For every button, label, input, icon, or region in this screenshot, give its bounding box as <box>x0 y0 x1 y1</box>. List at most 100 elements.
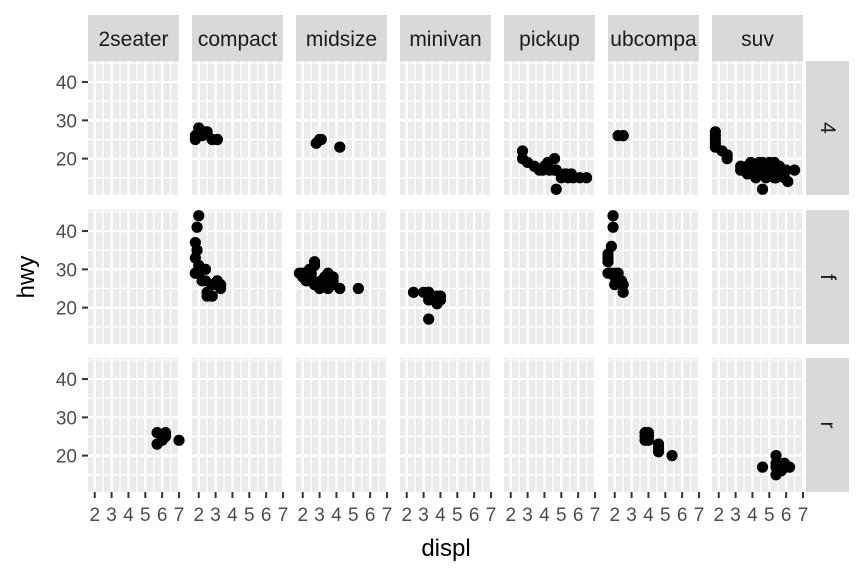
x-tick-label: 7 <box>590 505 601 526</box>
data-point <box>652 446 665 458</box>
x-tick-label: 2 <box>505 505 516 526</box>
points-f-ubcompa <box>602 210 629 298</box>
panel-4-midsize <box>296 61 389 195</box>
x-tick-label: 5 <box>452 505 463 526</box>
panel-r-ubcompa <box>608 358 701 492</box>
points-4-pickup <box>516 145 593 195</box>
data-point <box>211 133 223 146</box>
x-tick-label: 4 <box>435 505 446 526</box>
points-r-2seater <box>151 427 185 450</box>
strip-background-suv <box>712 15 803 61</box>
data-point <box>196 275 208 287</box>
data-point <box>756 461 769 473</box>
data-point <box>156 434 168 446</box>
x-tick-label: 3 <box>106 505 117 526</box>
data-point <box>196 130 208 142</box>
strip-background-2seater <box>88 15 179 61</box>
data-point <box>206 290 218 302</box>
points-r-ubcompa <box>639 427 678 462</box>
data-point <box>780 164 792 176</box>
y-tick-label: 40 <box>56 222 77 243</box>
x-tick-label: 2 <box>401 505 412 526</box>
x-tick-label: 7 <box>486 505 497 526</box>
panels-layer <box>88 61 805 492</box>
data-point <box>334 282 346 295</box>
points-4-suv <box>709 126 801 195</box>
data-point <box>313 133 326 146</box>
data-point <box>521 156 534 169</box>
data-point <box>173 434 185 446</box>
data-point <box>778 457 791 469</box>
data-point <box>788 164 801 176</box>
row-strip-background-4 <box>806 61 849 195</box>
panel-r-2seater <box>88 358 181 492</box>
points-4-ubcompa <box>612 130 629 142</box>
data-point <box>745 156 757 169</box>
x-tick-label: 6 <box>677 505 688 526</box>
x-tick-label: 3 <box>210 505 221 526</box>
x-tick-label: 7 <box>798 505 809 526</box>
x-tick-label: 4 <box>123 505 134 526</box>
strips-layer: 2seater compact midsize minivan pickup ubcomp… <box>88 15 849 492</box>
strip-label-midsize: midsize <box>306 28 377 51</box>
data-point <box>741 168 753 180</box>
strip-label-suv: suv <box>741 28 774 51</box>
data-point <box>434 294 447 306</box>
x-tick-label: 7 <box>382 505 393 526</box>
x-tick-label: 5 <box>764 505 775 526</box>
data-point <box>782 176 794 188</box>
points-4-midsize <box>310 133 346 153</box>
strip-background-minivan <box>400 15 491 61</box>
x-tick-label: 3 <box>418 505 429 526</box>
row-strip-label-r: r <box>816 422 839 429</box>
data-point <box>639 434 651 446</box>
x-axis-title: displ <box>421 535 470 562</box>
x-tick-label: 6 <box>469 505 480 526</box>
data-point <box>609 271 621 283</box>
points-f-midsize <box>293 256 364 295</box>
x-tick-label: 3 <box>522 505 533 526</box>
panel-4-ubcompa <box>608 61 701 195</box>
data-point <box>516 145 529 157</box>
data-point <box>423 294 435 306</box>
data-point <box>612 130 624 142</box>
y-tick-label: 30 <box>56 260 77 281</box>
panel-f-2seater <box>88 210 181 344</box>
data-point <box>763 156 775 169</box>
y-tick-label: 30 <box>56 408 77 429</box>
data-point <box>768 172 780 184</box>
data-point <box>550 183 562 195</box>
x-tick-label: 7 <box>694 505 705 526</box>
x-tick-label: 7 <box>278 505 289 526</box>
data-point <box>423 286 435 298</box>
x-tick-label: 5 <box>140 505 151 526</box>
y-tick-label: 30 <box>56 111 77 132</box>
data-point <box>334 141 346 153</box>
data-point <box>423 313 435 325</box>
data-point <box>721 149 733 161</box>
points-4-compact <box>189 122 223 146</box>
points-r-suv <box>756 450 796 481</box>
row-strip-background-f <box>806 210 849 344</box>
x-tick-label: 2 <box>297 505 308 526</box>
x-tick-label: 7 <box>174 505 185 526</box>
data-point <box>555 172 567 184</box>
data-point <box>750 172 762 184</box>
x-tick-label: 2 <box>609 505 620 526</box>
x-tick-label: 2 <box>193 505 204 526</box>
x-tick-label: 6 <box>365 505 376 526</box>
panel-r-midsize <box>296 358 389 492</box>
data-point <box>193 263 205 275</box>
strip-background-ubcompa <box>608 15 699 61</box>
panel-f-pickup <box>504 210 597 344</box>
x-tick-label: 4 <box>643 505 654 526</box>
strip-label-minivan: minivan <box>409 28 481 51</box>
x-tick-label: 5 <box>556 505 567 526</box>
x-tick-label: 6 <box>781 505 792 526</box>
points-f-compact <box>189 210 227 302</box>
points-f-minivan <box>407 286 447 325</box>
strip-background-compact <box>192 15 283 61</box>
